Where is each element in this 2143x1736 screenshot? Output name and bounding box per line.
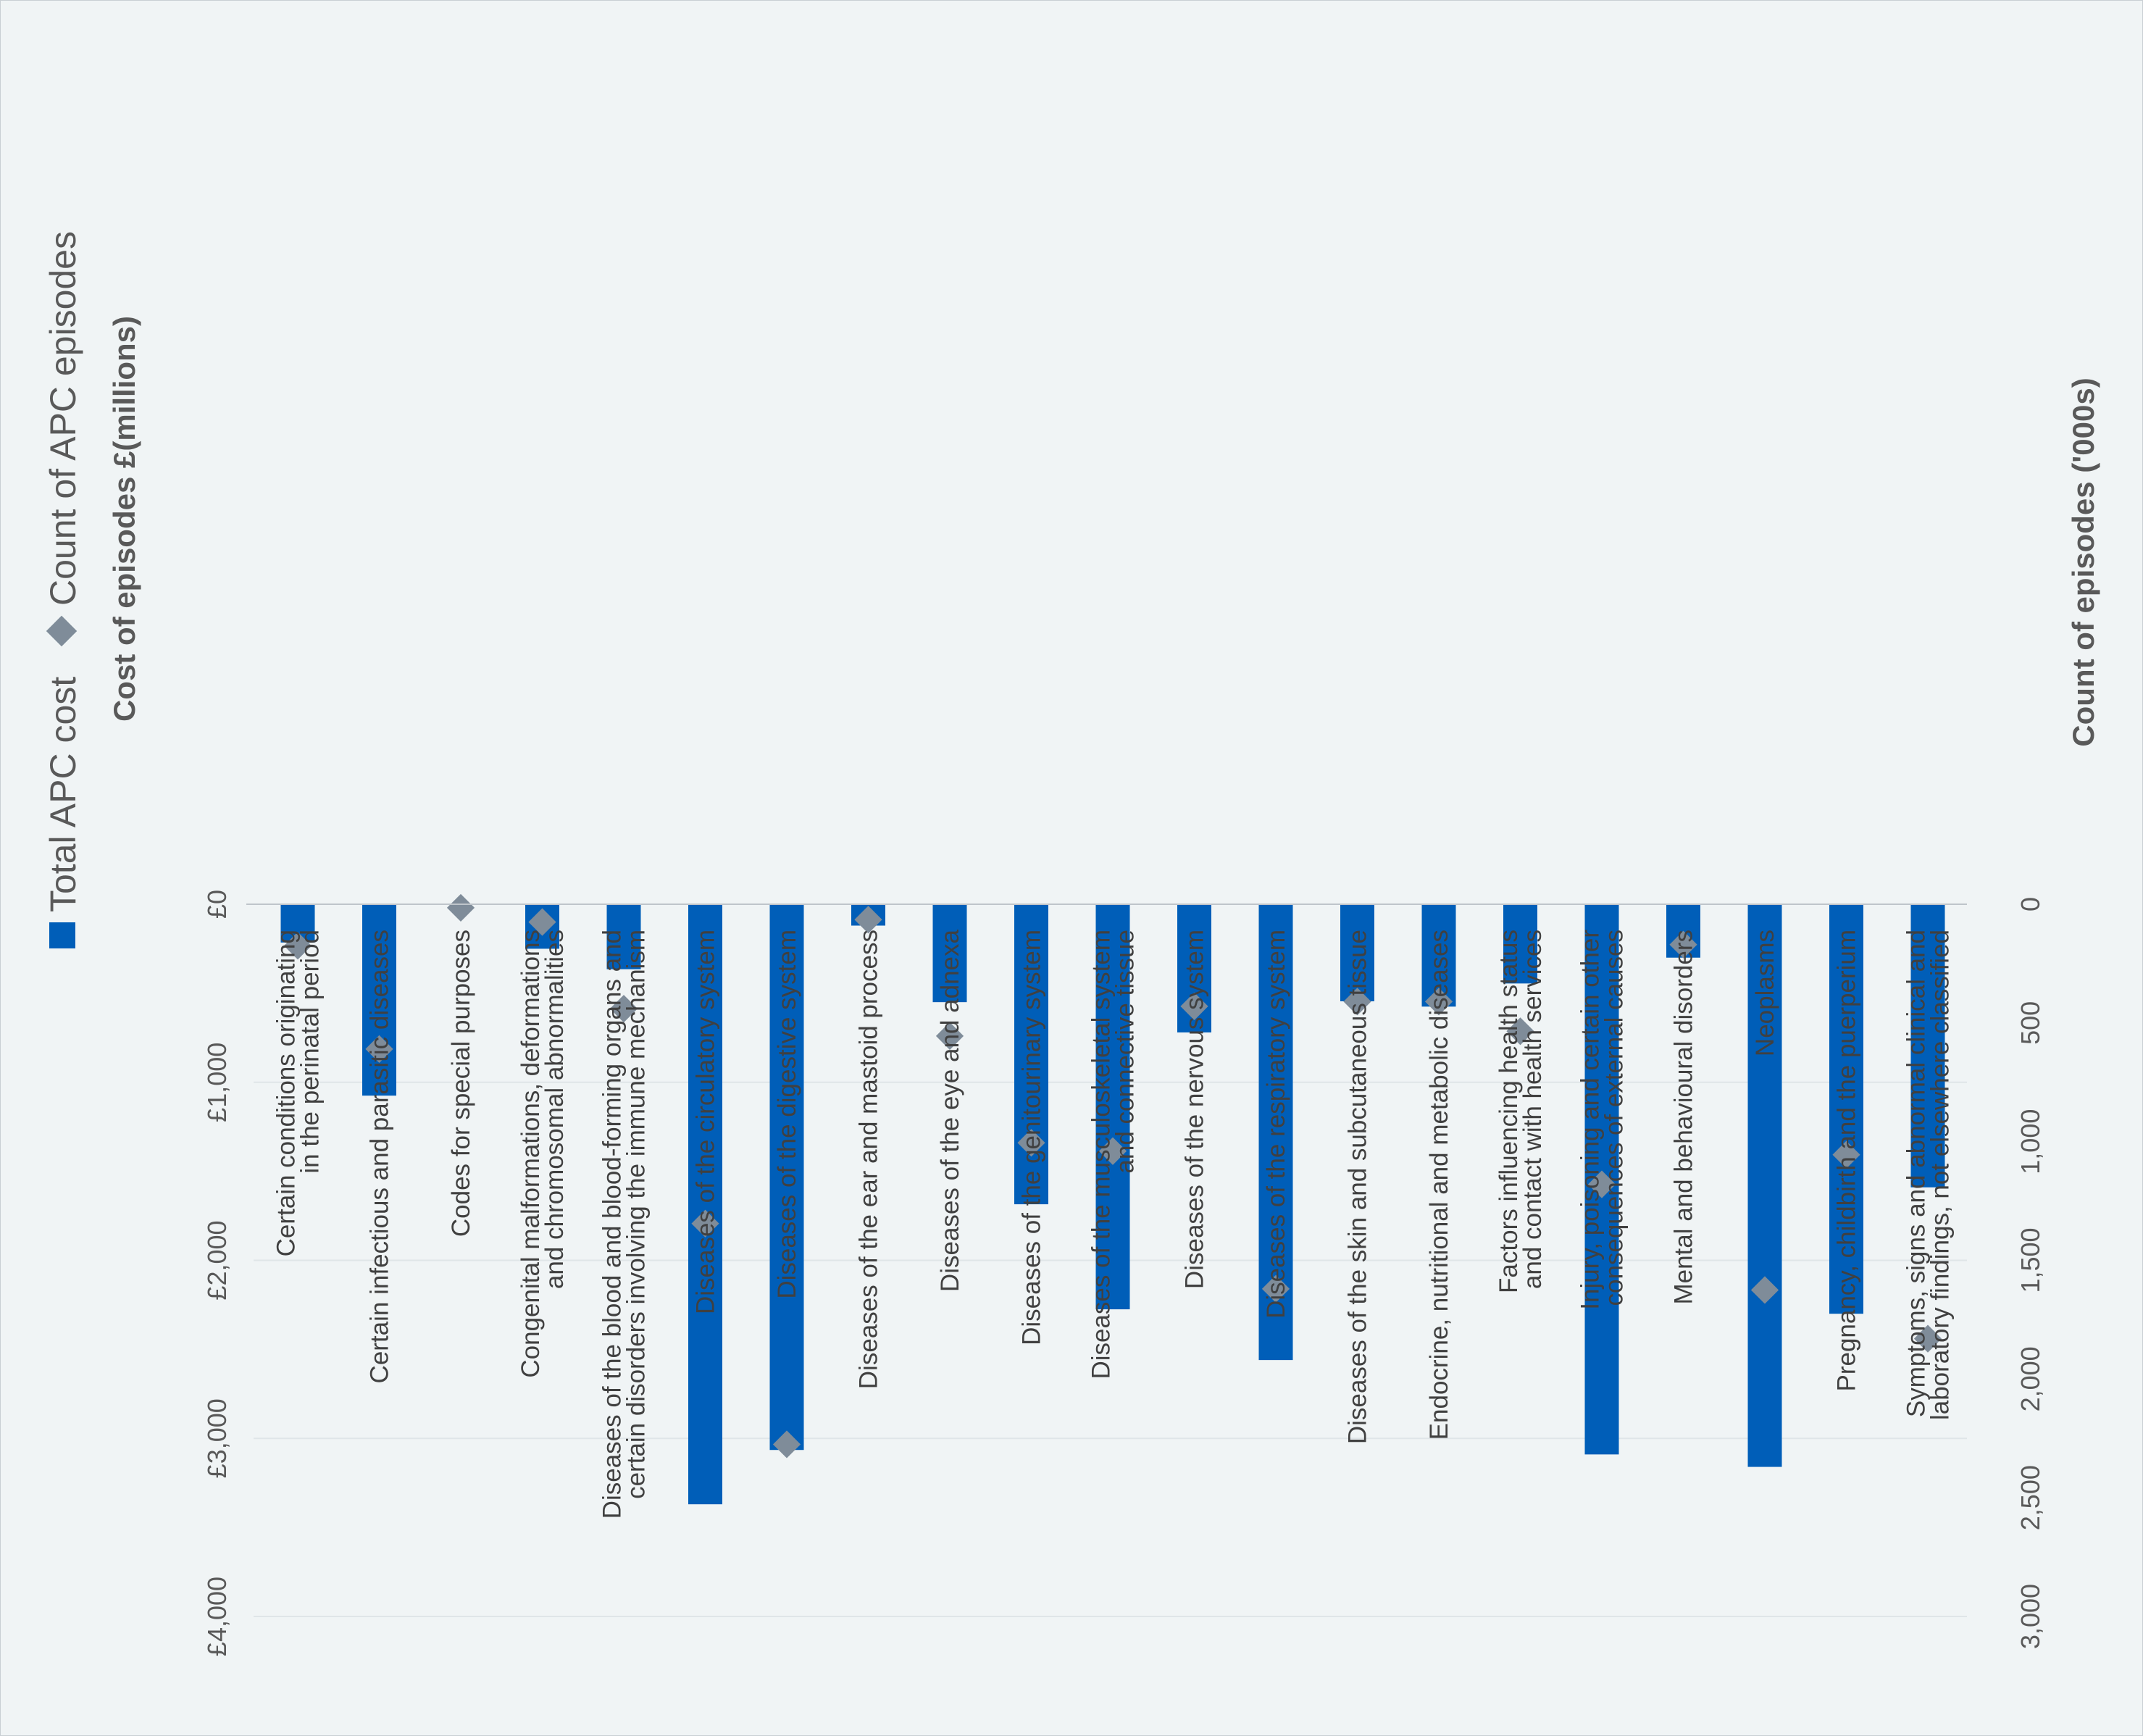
y-right-tick-label: 2,000	[2015, 1346, 2045, 1411]
bar	[769, 904, 804, 1451]
marker	[1913, 1324, 1942, 1353]
bar	[606, 904, 641, 969]
marker	[609, 995, 638, 1023]
marker	[1750, 1276, 1779, 1304]
category-label: Diseases of the eye and adnexa	[936, 929, 964, 1292]
marker	[528, 908, 556, 936]
y-right-tick-label: 2,500	[2015, 1465, 2045, 1530]
y-left-tick-label: £1,000	[202, 1043, 232, 1122]
y-right-tick-label: 1,500	[2015, 1227, 2045, 1293]
bar	[1829, 904, 1863, 1314]
marker	[854, 906, 882, 934]
marker	[935, 1022, 964, 1050]
y-right-tick-label: 500	[2015, 1001, 2045, 1045]
marker	[1180, 992, 1208, 1020]
category-label: Certain infectious and parasitic disease…	[366, 930, 394, 1383]
marker	[283, 932, 312, 960]
bar	[1095, 904, 1130, 1310]
bar	[1747, 904, 1782, 1467]
category-label: Diseases of the digestive system	[773, 930, 801, 1299]
category-label: Neoplasms	[1751, 930, 1779, 1056]
category-label: Diseases of the nervous system	[1181, 930, 1209, 1289]
bar	[1177, 904, 1211, 1032]
bar	[1421, 904, 1456, 1007]
y-right-tick-labels: 0 500 1,000 1,500 2,000 2,500 3,000	[2015, 897, 2045, 1649]
y-left-tick-label: £3,000	[202, 1398, 232, 1478]
y-right-tick-label: 3,000	[2015, 1584, 2045, 1649]
y-right-axis-title: Count of episodes ('000s)	[2066, 377, 2100, 746]
y-left-tick-label: £0	[202, 890, 232, 919]
bar	[932, 904, 967, 1003]
bar	[1503, 904, 1537, 984]
bar	[1910, 904, 1945, 1188]
bar	[1340, 904, 1374, 1001]
category-label: Injury, poisoning and certain otherconse…	[1576, 930, 1629, 1310]
marker	[1098, 1137, 1127, 1165]
marker	[1587, 1170, 1616, 1198]
y-left-tick-labels: £0 £1,000 £2,000 £3,000 £4,000	[202, 890, 232, 1656]
legend-swatch-total-apc-cost	[49, 922, 75, 948]
y-left-axis-title: Cost of episodes £(millions)	[107, 316, 141, 722]
category-label: Diseases of the ear and mastoid process	[855, 930, 883, 1389]
bar	[280, 904, 315, 943]
category-label: Diseases of the skin and subcutaneous ti…	[1344, 930, 1372, 1444]
marker	[772, 1430, 801, 1459]
category-label: Codes for special purposes	[447, 930, 475, 1237]
y-left-tick-label: £4,000	[202, 1577, 232, 1656]
category-label: Mental and behavioural disorders	[1670, 930, 1698, 1305]
category-label: Endocrine, nutritional and metabolic dis…	[1425, 930, 1453, 1440]
marker-series-count-of-apc-episodes	[283, 893, 1942, 1459]
legend-label-count-of-apc-episodes: Count of APC episodes	[43, 231, 83, 606]
category-label: Certain conditions originatingin the per…	[272, 930, 325, 1256]
bar	[1258, 904, 1293, 1361]
category-label: Diseases of the genitourinary system	[1018, 930, 1046, 1345]
y-left-tick-label: £2,000	[202, 1220, 232, 1300]
legend-marker-count-of-apc-episodes	[46, 615, 78, 647]
category-label: Diseases of the circulatory system	[692, 930, 720, 1314]
bar	[1014, 904, 1048, 1205]
y-right-tick-label: 1,000	[2015, 1109, 2045, 1174]
marker	[1424, 988, 1453, 1016]
marker	[1343, 988, 1371, 1016]
marker	[1261, 1274, 1290, 1303]
bar	[688, 904, 722, 1505]
category-label: Pregnancy, childbirth and the puerperium	[1833, 930, 1861, 1392]
marker	[446, 893, 475, 922]
marker	[1506, 1017, 1534, 1046]
legend: Total APC cost Count of APC episodes	[43, 231, 83, 948]
category-label: Diseases of the respiratory system	[1262, 930, 1290, 1319]
marker	[691, 1209, 719, 1238]
category-label: Diseases of the blood and blood-forming …	[598, 930, 651, 1519]
marker	[1832, 1140, 1860, 1169]
marker	[1017, 1129, 1045, 1157]
marker	[1669, 930, 1697, 959]
y-right-tick-label: 0	[2015, 897, 2045, 911]
category-label: Symptoms, signs and abnormal clinical an…	[1902, 930, 1955, 1420]
category-labels: Certain conditions originatingin the per…	[272, 929, 1955, 1519]
legend-label-total-apc-cost: Total APC cost	[43, 677, 83, 912]
category-label: Factors influencing health statusand con…	[1495, 930, 1547, 1293]
category-label: Congenital malformations, deformationsan…	[517, 930, 569, 1378]
category-label: Diseases of the musculoskeletal systeman…	[1087, 930, 1140, 1380]
